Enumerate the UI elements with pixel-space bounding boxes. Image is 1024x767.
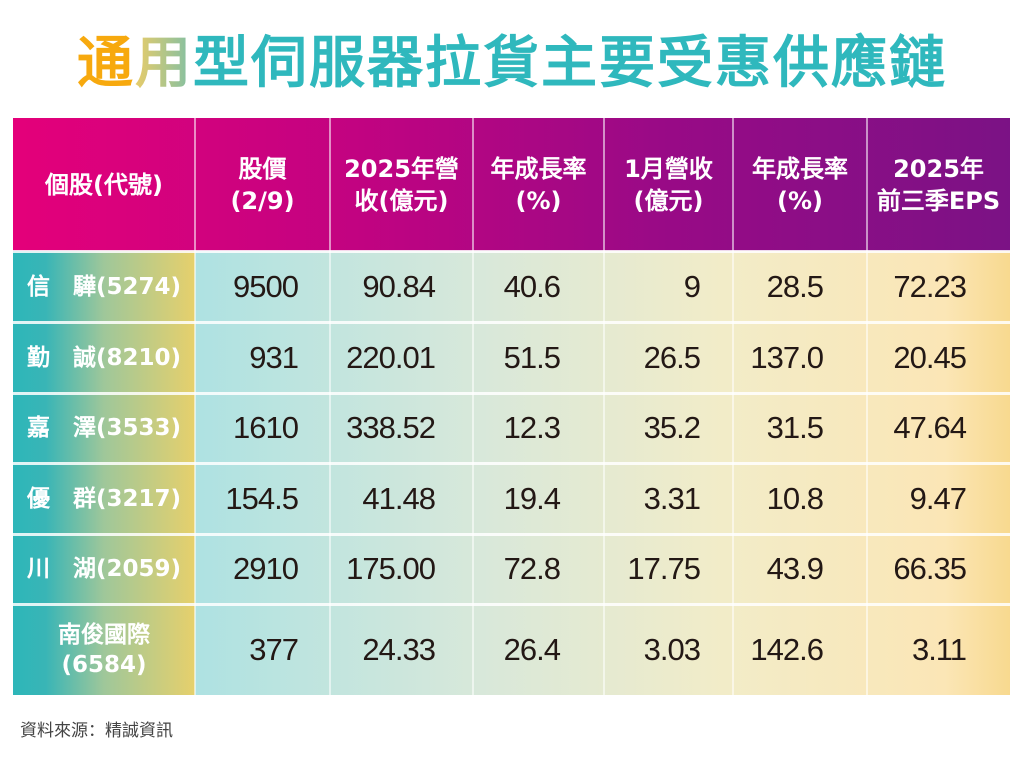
divider: [472, 118, 474, 695]
row-5-yoyjan: 142.6: [750, 631, 824, 667]
divider: [13, 603, 1010, 606]
divider: [194, 118, 196, 695]
header-yoy-2025: 年成長率 (%): [490, 154, 587, 215]
row-4-price: 2910: [233, 551, 299, 586]
row-4-stock: 川湖(2059): [13, 534, 195, 604]
header-eps: 2025年 前三季EPS: [876, 154, 1001, 215]
row-1-price: 931: [249, 339, 299, 375]
divider: [13, 392, 1010, 395]
divider: [13, 321, 1010, 324]
stock-name-a: 信: [26, 273, 50, 300]
divider: [13, 533, 1010, 536]
row-2-revjan: 35.2: [643, 410, 701, 445]
stock-name-a: 勤: [26, 344, 50, 371]
row-1-rev2025: 220.01: [346, 339, 436, 375]
divider: [13, 250, 1010, 253]
row-0-yoyjan: 28.5: [766, 268, 824, 304]
row-0-revjan: 9: [683, 268, 701, 304]
row-0-rev2025: 90.84: [362, 268, 436, 304]
row-2-yoyjan: 31.5: [766, 410, 824, 445]
row-3-stock: 優群(3217): [13, 463, 195, 534]
name-column-bg: [13, 251, 195, 695]
table-header-bg: [13, 118, 1010, 251]
row-2-stock: 嘉澤(3533): [13, 393, 195, 463]
stock-name-b: 群(3217): [72, 485, 182, 512]
row-2-rev2025: 338.52: [346, 410, 436, 445]
row-3-yoyjan: 10.8: [766, 480, 824, 516]
header-price: 股價 (2/9): [230, 154, 295, 215]
row-4-eps: 66.35: [893, 551, 967, 586]
stock-name-a: 優: [26, 485, 50, 512]
divider: [329, 118, 331, 695]
source-note: 資料來源：精誠資訊: [20, 721, 173, 741]
row-5-price: 377: [249, 631, 299, 667]
row-5-stock: 南俊國際 (6584): [58, 621, 150, 678]
header-yoy-jan: 年成長率 (%): [752, 154, 848, 215]
stock-name-b: 湖(2059): [72, 556, 182, 582]
title-part-3: 型伺服器拉貨主要受惠供應鏈: [193, 31, 947, 96]
row-0-yoy2025: 40.6: [503, 268, 561, 304]
row-1-yoy2025: 51.5: [503, 339, 561, 375]
header-revenue-2025: 2025年營 收(億元): [344, 154, 459, 215]
row-4-revjan: 17.75: [627, 551, 701, 586]
stock-name-a: 嘉: [26, 415, 50, 441]
stock-name-b: 驊(5274): [72, 273, 182, 300]
row-1-eps: 20.45: [893, 339, 967, 375]
table-grid: [13, 118, 1010, 695]
row-2-eps: 47.64: [893, 410, 967, 445]
title-part-2: 用: [135, 31, 193, 96]
row-3-eps: 9.47: [909, 480, 967, 516]
stock-name-b: 澤(3533): [72, 415, 182, 441]
title-part-1: 通: [77, 31, 135, 96]
stock-name-b: 誠(8210): [72, 344, 182, 371]
row-0-price: 9500: [233, 268, 299, 304]
row-4-yoyjan: 43.9: [766, 551, 824, 586]
row-2-yoy2025: 12.3: [503, 410, 561, 445]
row-0-eps: 72.23: [893, 268, 967, 304]
row-2-price: 1610: [233, 410, 299, 445]
page-title: 通用型伺服器拉貨主要受惠供應鏈: [0, 24, 1024, 104]
row-0-stock: 信驊(5274): [13, 251, 195, 322]
row-1-stock: 勤誠(8210): [13, 322, 195, 393]
divider: [603, 118, 605, 695]
row-4-rev2025: 175.00: [346, 551, 436, 586]
row-3-rev2025: 41.48: [362, 480, 436, 516]
header-revenue-jan: 1月營收 (億元): [624, 154, 713, 215]
row-5-revjan: 3.03: [643, 631, 701, 667]
divider: [866, 118, 868, 695]
row-3-yoy2025: 19.4: [503, 480, 561, 516]
stock-name-a: 川: [26, 556, 50, 582]
supply-chain-table: 個股(代號) 股價 (2/9) 2025年營 收(億元) 年成長率 (%) 1月…: [13, 118, 1010, 695]
row-5-rev2025: 24.33: [362, 631, 436, 667]
row-1-revjan: 26.5: [643, 339, 701, 375]
row-4-yoy2025: 72.8: [503, 551, 561, 586]
row-3-revjan: 3.31: [643, 480, 701, 516]
row-5-yoy2025: 26.4: [503, 631, 561, 667]
divider: [13, 462, 1010, 465]
divider: [732, 118, 734, 695]
row-5-eps: 3.11: [911, 631, 967, 667]
row-3-price: 154.5: [225, 480, 299, 516]
row-1-yoyjan: 137.0: [750, 339, 824, 375]
header-stock: 個股(代號): [45, 170, 163, 199]
